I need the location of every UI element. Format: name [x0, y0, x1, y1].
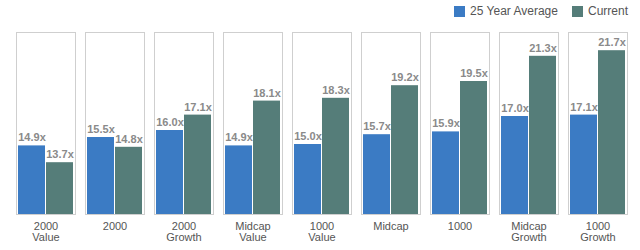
svg-text:15.7x: 15.7x — [363, 120, 391, 132]
svg-text:1000: 1000 — [448, 220, 472, 232]
svg-text:1000Value: 1000Value — [308, 220, 335, 243]
svg-text:15.5x: 15.5x — [87, 123, 115, 135]
svg-text:18.1x: 18.1x — [253, 87, 281, 99]
svg-text:Midcap: Midcap — [373, 220, 408, 232]
svg-text:17.0x: 17.0x — [501, 102, 529, 114]
svg-text:21.7x: 21.7x — [598, 36, 626, 48]
svg-text:17.1x: 17.1x — [570, 101, 598, 113]
svg-text:MidcapValue: MidcapValue — [235, 220, 270, 243]
svg-text:16.0x: 16.0x — [156, 116, 184, 128]
svg-text:21.3x: 21.3x — [529, 42, 557, 54]
svg-text:15.9x: 15.9x — [432, 117, 460, 129]
svg-text:19.5x: 19.5x — [460, 67, 488, 79]
svg-text:MidcapGrowth: MidcapGrowth — [511, 220, 546, 243]
svg-text:19.2x: 19.2x — [391, 71, 419, 83]
html-text:Current: Current — [588, 4, 628, 18]
svg-text:1000Growth: 1000Growth — [580, 220, 615, 243]
svg-text:2000Value: 2000Value — [32, 220, 59, 243]
svg-text:13.7x: 13.7x — [46, 148, 74, 160]
svg-text:17.1x: 17.1x — [184, 101, 212, 113]
html-text:25 Year Average: 25 Year Average — [470, 4, 558, 18]
svg-text:14.8x: 14.8x — [115, 133, 143, 145]
svg-text:2000Growth: 2000Growth — [166, 220, 201, 243]
svg-text:15.0x: 15.0x — [294, 130, 322, 142]
svg-text:18.3x: 18.3x — [322, 84, 350, 96]
svg-text:14.9x: 14.9x — [18, 131, 46, 143]
svg-text:2000: 2000 — [103, 220, 127, 232]
svg-text:14.9x: 14.9x — [225, 131, 253, 143]
